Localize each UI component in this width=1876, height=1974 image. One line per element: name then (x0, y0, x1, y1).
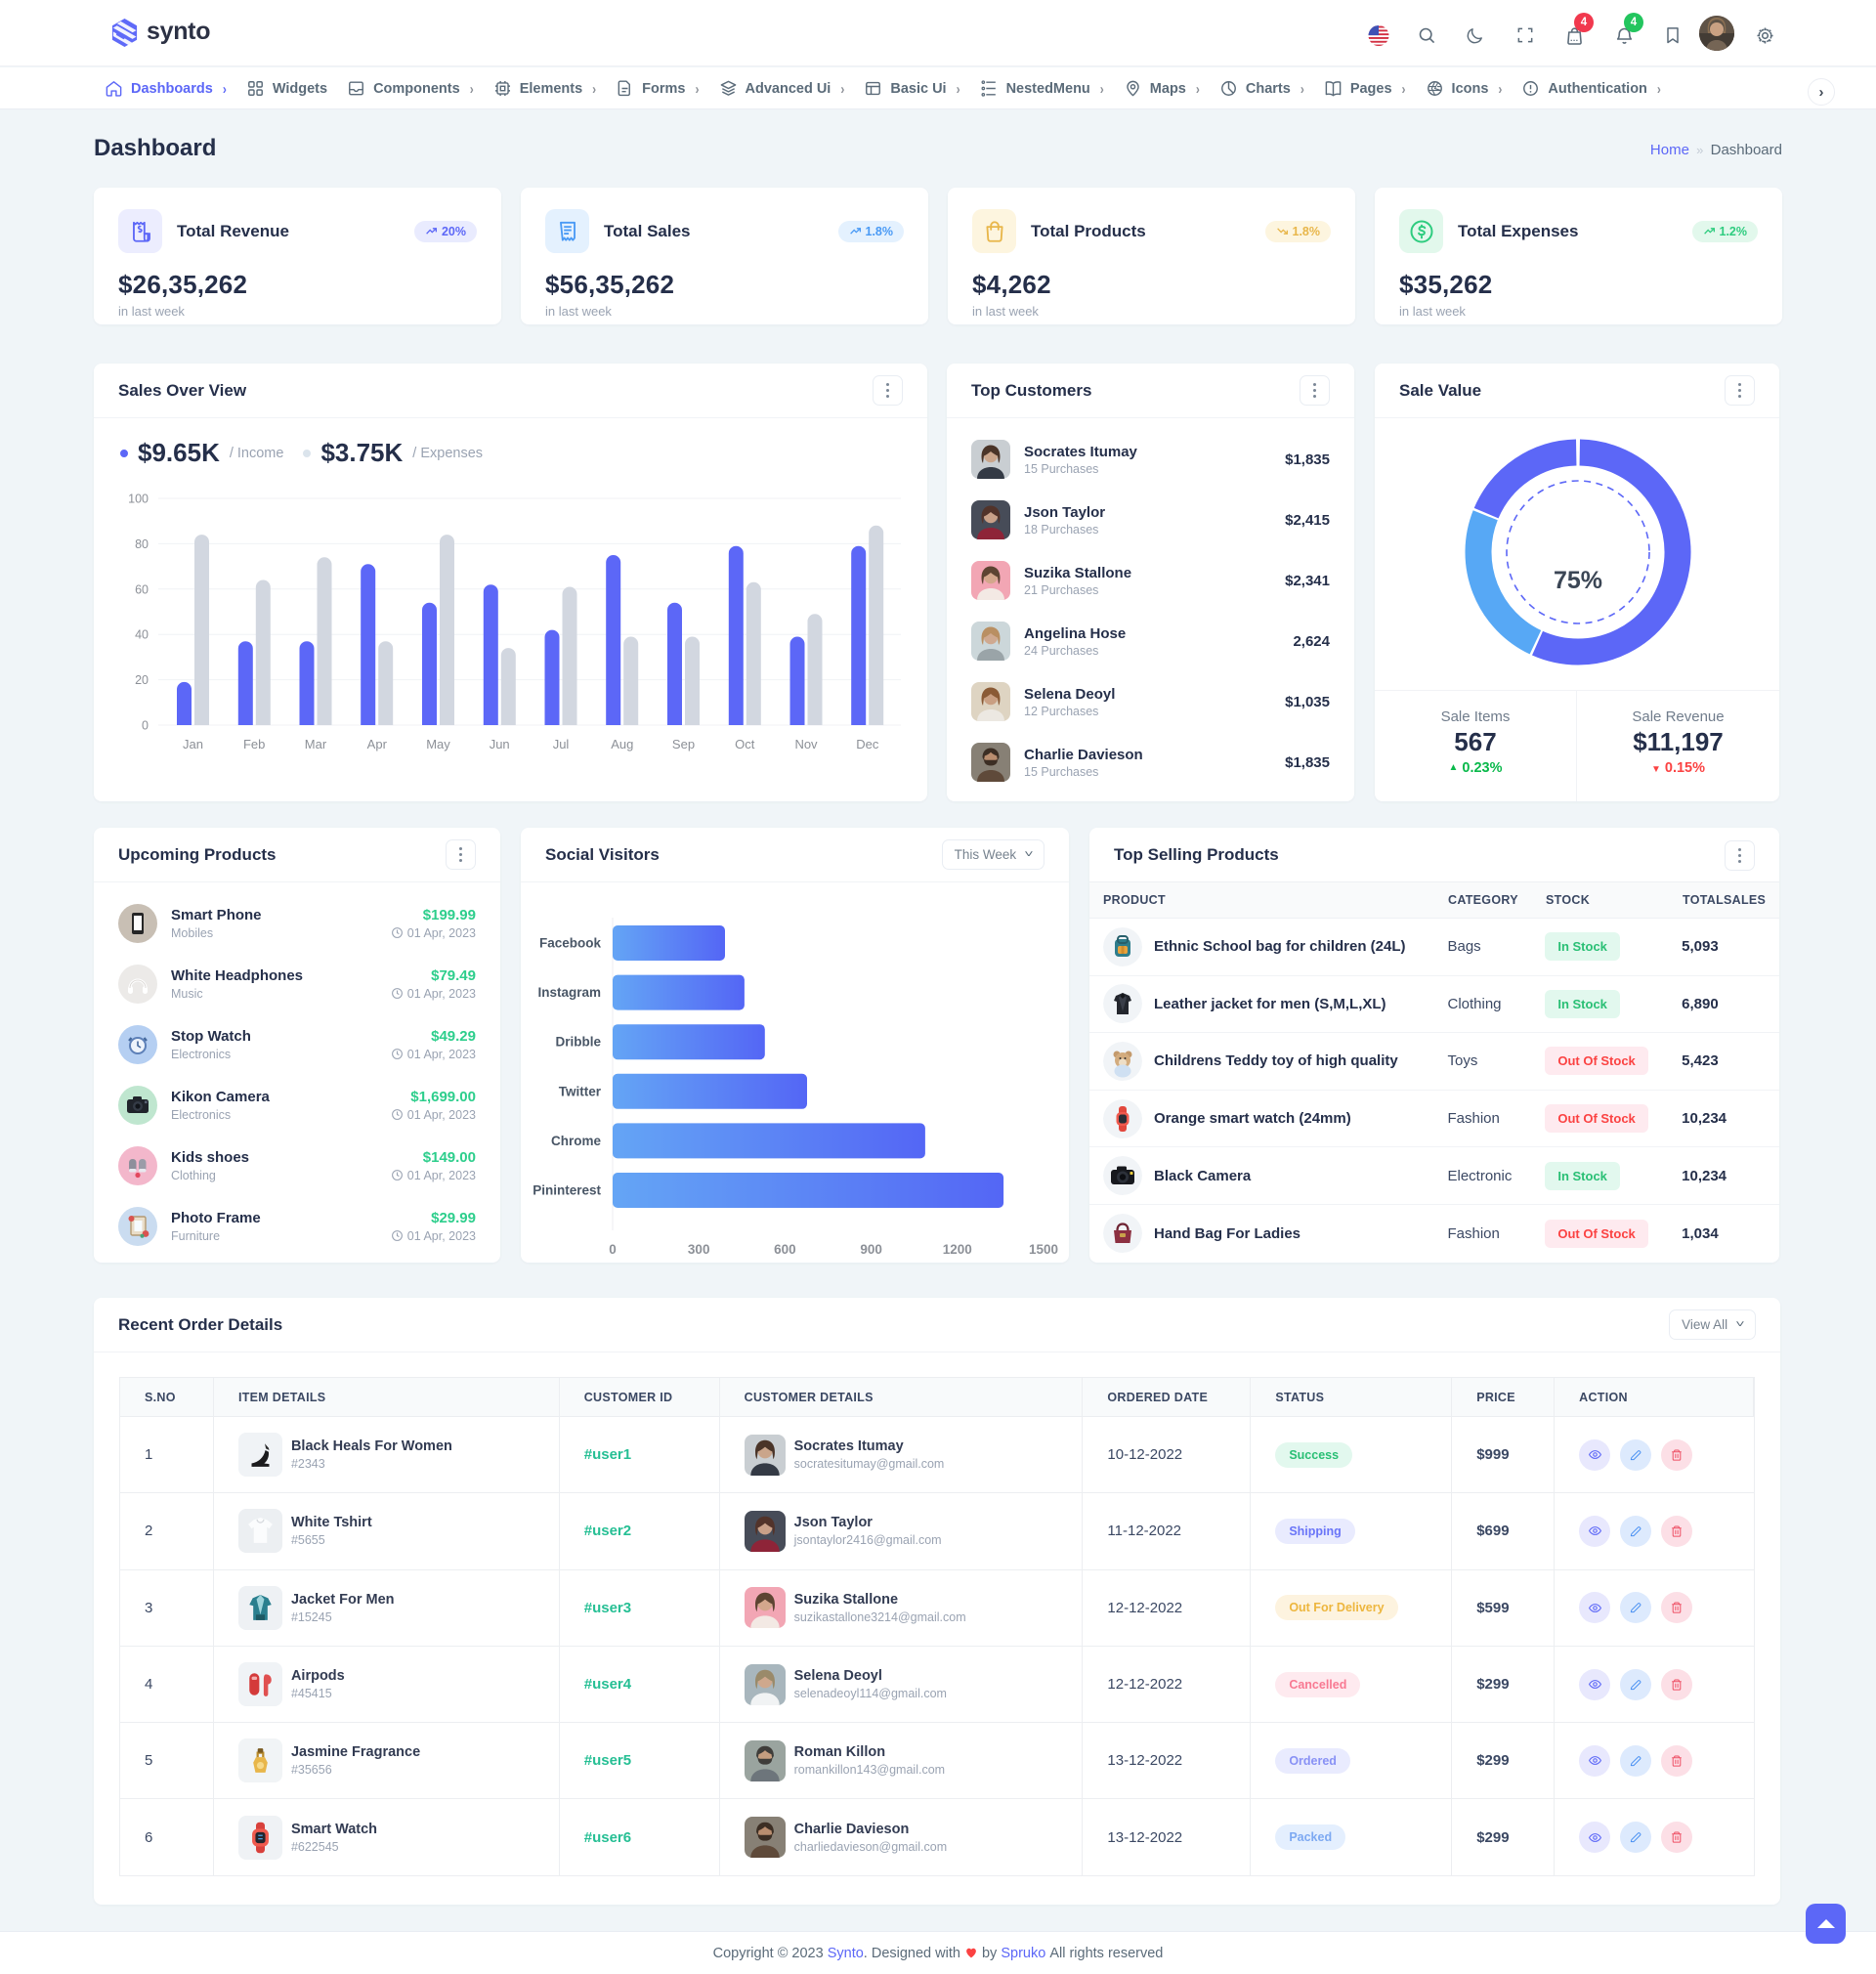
svg-text:60: 60 (135, 582, 149, 596)
svg-text:Mar: Mar (305, 737, 327, 751)
svg-text:Jun: Jun (490, 737, 510, 751)
svg-text:100: 100 (128, 493, 149, 506)
svg-text:0: 0 (609, 1242, 617, 1257)
svg-text:May: May (426, 737, 450, 751)
svg-text:300: 300 (688, 1242, 710, 1257)
svg-text:Twitter: Twitter (559, 1084, 602, 1098)
svg-text:Aug: Aug (611, 737, 633, 751)
svg-text:1200: 1200 (943, 1242, 972, 1257)
svg-text:75%: 75% (1554, 567, 1602, 594)
svg-text:Dec: Dec (856, 737, 879, 751)
svg-text:Nov: Nov (794, 737, 818, 751)
svg-text:Dribble: Dribble (555, 1035, 601, 1050)
svg-text:0: 0 (142, 719, 149, 733)
svg-text:Chrome: Chrome (551, 1134, 601, 1148)
svg-text:Oct: Oct (735, 737, 755, 751)
svg-text:Apr: Apr (367, 737, 388, 751)
svg-text:80: 80 (135, 537, 149, 551)
svg-text:Jan: Jan (183, 737, 203, 751)
svg-text:900: 900 (860, 1242, 882, 1257)
svg-text:40: 40 (135, 628, 149, 642)
svg-text:600: 600 (774, 1242, 796, 1257)
svg-text:Instagram: Instagram (537, 985, 601, 1000)
svg-text:Sep: Sep (672, 737, 695, 751)
svg-text:Facebook: Facebook (539, 936, 602, 951)
svg-text:Feb: Feb (243, 737, 265, 751)
svg-text:20: 20 (135, 673, 149, 687)
svg-text:Jul: Jul (553, 737, 570, 751)
svg-text:1500: 1500 (1029, 1242, 1058, 1257)
svg-text:Pininterest: Pininterest (533, 1183, 601, 1198)
